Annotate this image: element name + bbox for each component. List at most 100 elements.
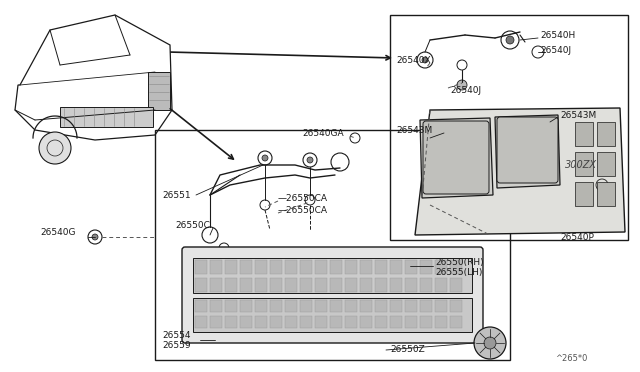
Bar: [270, 278, 282, 292]
Bar: [270, 316, 282, 328]
Bar: [435, 316, 447, 328]
Circle shape: [92, 234, 98, 240]
Bar: [450, 316, 462, 328]
Bar: [360, 300, 372, 312]
Bar: [225, 278, 237, 292]
Text: 26551: 26551: [162, 190, 191, 199]
Bar: [210, 278, 222, 292]
Bar: [255, 316, 267, 328]
Text: 26554: 26554: [162, 330, 191, 340]
Text: 26543M: 26543M: [560, 110, 596, 119]
Bar: [575, 182, 593, 206]
Bar: [300, 316, 312, 328]
Bar: [360, 278, 372, 292]
Bar: [597, 182, 615, 206]
Bar: [225, 316, 237, 328]
Bar: [330, 260, 342, 274]
Bar: [210, 260, 222, 274]
Polygon shape: [415, 108, 625, 235]
Bar: [240, 300, 252, 312]
Bar: [330, 316, 342, 328]
Bar: [597, 122, 615, 146]
Bar: [285, 300, 297, 312]
Bar: [285, 278, 297, 292]
Circle shape: [484, 337, 496, 349]
Bar: [285, 316, 297, 328]
Text: 26550(RH): 26550(RH): [435, 257, 484, 266]
Bar: [225, 260, 237, 274]
Bar: [60, 107, 153, 127]
Polygon shape: [495, 115, 560, 188]
Bar: [155, 130, 510, 360]
Text: 26550C: 26550C: [175, 221, 210, 230]
Bar: [255, 260, 267, 274]
Circle shape: [506, 36, 514, 44]
Bar: [450, 278, 462, 292]
Polygon shape: [420, 118, 493, 198]
Bar: [225, 300, 237, 312]
Bar: [240, 278, 252, 292]
Bar: [390, 260, 402, 274]
Bar: [300, 300, 312, 312]
Bar: [360, 316, 372, 328]
Bar: [420, 316, 432, 328]
Text: 26540GA: 26540GA: [302, 128, 344, 138]
Text: 26559: 26559: [162, 340, 191, 350]
FancyBboxPatch shape: [497, 117, 558, 183]
Bar: [300, 278, 312, 292]
Bar: [193, 298, 472, 332]
Bar: [210, 300, 222, 312]
Bar: [315, 278, 327, 292]
Bar: [315, 316, 327, 328]
Bar: [435, 278, 447, 292]
Bar: [420, 300, 432, 312]
Text: 26540J: 26540J: [540, 45, 571, 55]
Bar: [435, 260, 447, 274]
Bar: [390, 278, 402, 292]
Bar: [240, 260, 252, 274]
Text: 26550Z: 26550Z: [390, 346, 425, 355]
Bar: [375, 300, 387, 312]
Text: 26540H: 26540H: [540, 31, 575, 39]
Bar: [375, 278, 387, 292]
Bar: [597, 152, 615, 176]
Bar: [360, 260, 372, 274]
Bar: [345, 278, 357, 292]
Bar: [405, 316, 417, 328]
Bar: [575, 122, 593, 146]
Circle shape: [474, 327, 506, 359]
Circle shape: [422, 57, 428, 63]
Bar: [270, 260, 282, 274]
Bar: [405, 300, 417, 312]
Bar: [240, 316, 252, 328]
Bar: [315, 300, 327, 312]
Bar: [450, 300, 462, 312]
Bar: [255, 300, 267, 312]
Circle shape: [39, 132, 71, 164]
Bar: [575, 152, 593, 176]
Bar: [405, 260, 417, 274]
Bar: [375, 316, 387, 328]
Text: 26555(LH): 26555(LH): [435, 269, 483, 278]
Bar: [435, 300, 447, 312]
Bar: [148, 72, 170, 110]
Bar: [255, 278, 267, 292]
Text: 26540G: 26540G: [40, 228, 76, 237]
FancyBboxPatch shape: [182, 247, 483, 343]
Bar: [300, 260, 312, 274]
Bar: [420, 278, 432, 292]
Bar: [390, 316, 402, 328]
Text: 26540J: 26540J: [450, 86, 481, 94]
Bar: [450, 260, 462, 274]
Text: —26550CA: —26550CA: [278, 205, 328, 215]
Circle shape: [457, 80, 467, 90]
Bar: [330, 300, 342, 312]
Bar: [210, 316, 222, 328]
Bar: [195, 278, 207, 292]
Bar: [195, 260, 207, 274]
Text: ^265*0: ^265*0: [555, 354, 588, 363]
Circle shape: [307, 157, 313, 163]
Bar: [285, 260, 297, 274]
Circle shape: [262, 155, 268, 161]
Bar: [195, 316, 207, 328]
